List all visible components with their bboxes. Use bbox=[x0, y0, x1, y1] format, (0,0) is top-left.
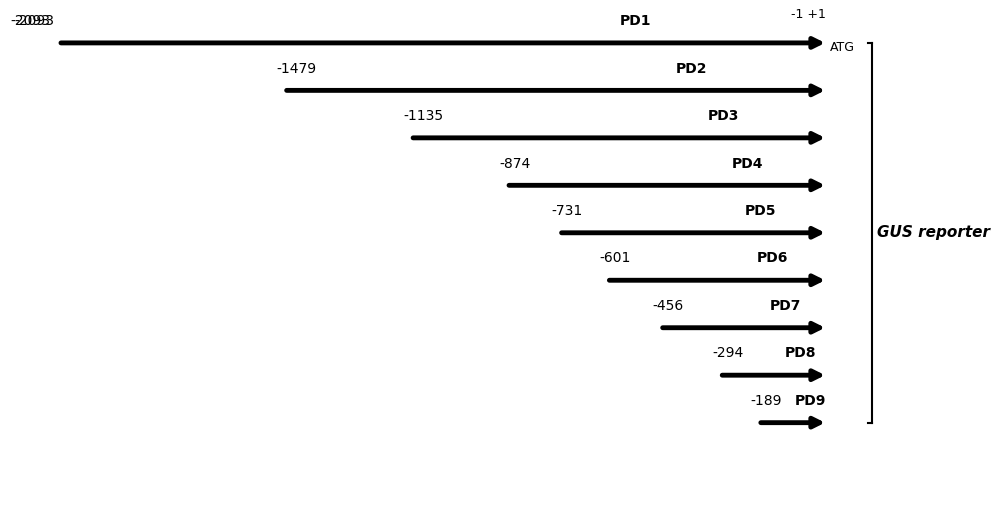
Text: -874: -874 bbox=[499, 157, 530, 171]
Text: GUS reporter: GUS reporter bbox=[877, 225, 990, 240]
Text: -2093: -2093 bbox=[11, 14, 51, 28]
Text: PD9: PD9 bbox=[795, 394, 826, 408]
Text: PD5: PD5 bbox=[745, 204, 776, 218]
Text: -2093: -2093 bbox=[15, 14, 55, 28]
Text: ATG: ATG bbox=[830, 41, 855, 53]
Text: -1479: -1479 bbox=[277, 62, 317, 76]
Text: PD7: PD7 bbox=[770, 299, 802, 313]
Text: PD6: PD6 bbox=[757, 251, 788, 266]
Text: PD8: PD8 bbox=[785, 346, 817, 360]
Text: -456: -456 bbox=[653, 299, 684, 313]
Text: PD2: PD2 bbox=[676, 62, 708, 76]
Text: -601: -601 bbox=[599, 251, 631, 266]
Text: -731: -731 bbox=[551, 204, 583, 218]
Text: PD3: PD3 bbox=[708, 109, 739, 123]
Text: PD4: PD4 bbox=[732, 157, 763, 171]
Text: -189: -189 bbox=[751, 394, 782, 408]
Text: -1135: -1135 bbox=[403, 109, 443, 123]
Text: -1 +1: -1 +1 bbox=[791, 8, 826, 21]
Text: PD1: PD1 bbox=[620, 14, 651, 28]
Text: -294: -294 bbox=[712, 346, 743, 360]
